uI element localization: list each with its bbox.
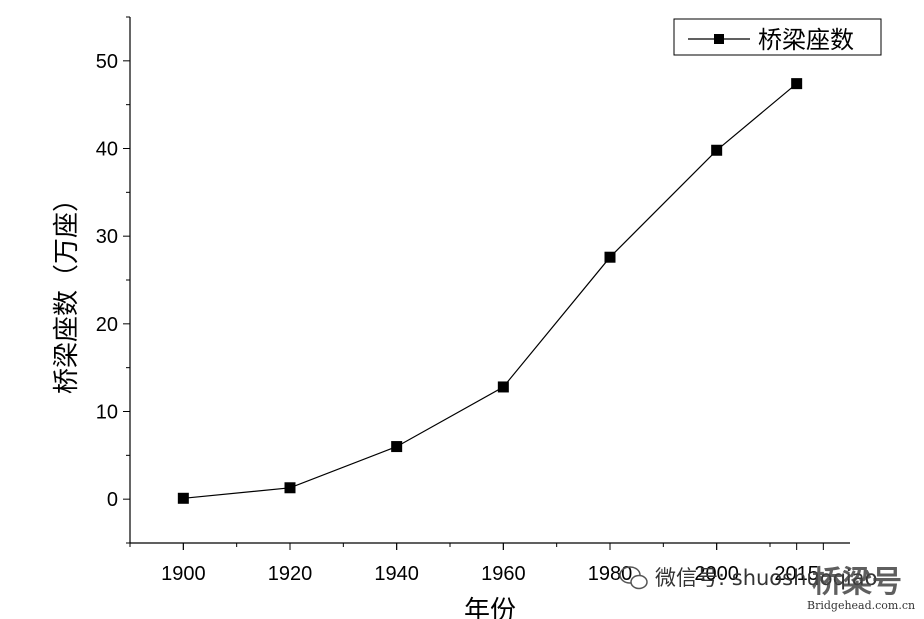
- series-line: [183, 83, 798, 499]
- legend: 桥梁座数: [673, 18, 882, 56]
- data-point: [284, 482, 296, 494]
- data-point: [391, 441, 403, 453]
- x-tick-label: 1900: [161, 563, 206, 585]
- watermark: 微信号: shuoshuoqiao 桥梁号 Bridgehead.com.cn: [619, 565, 915, 612]
- data-point: [177, 492, 189, 504]
- data-point: [604, 251, 616, 263]
- y-tick-label: 10: [96, 402, 118, 424]
- y-axis-title: 桥梁座数（万座）: [52, 186, 82, 394]
- y-tick-label: 20: [96, 314, 118, 336]
- x-axis-ticks: 1900 1920 1940 1960 1980 2000 2015: [129, 543, 824, 585]
- x-tick-label: 2015: [774, 563, 819, 585]
- y-tick-label: 40: [96, 139, 118, 161]
- logo-text: 桥梁号: [812, 565, 902, 600]
- data-point: [711, 144, 723, 156]
- y-axis-ticks: 0 10 20 30 40 50: [96, 16, 130, 544]
- logo-url: Bridgehead.com.cn: [807, 599, 915, 612]
- x-axis-title: 年份: [464, 596, 516, 619]
- x-tick-label: 1960: [481, 563, 526, 585]
- data-point: [497, 381, 509, 393]
- data-point: [791, 78, 803, 90]
- y-tick-label: 50: [96, 51, 118, 73]
- data-points: [177, 78, 803, 504]
- x-tick-label: 1920: [268, 563, 313, 585]
- wechat-icon: [619, 566, 648, 590]
- axes: [129, 17, 850, 544]
- y-tick-label: 30: [96, 226, 118, 248]
- legend-label: 桥梁座数: [758, 26, 854, 54]
- legend-marker: [714, 34, 724, 44]
- y-tick-label: 0: [107, 489, 118, 511]
- wechat-id-text: 微信号: shuoshuoqiao: [655, 566, 877, 590]
- x-tick-label: 2000: [694, 563, 739, 585]
- legend-box: [673, 18, 882, 56]
- x-tick-label: 1940: [374, 563, 419, 585]
